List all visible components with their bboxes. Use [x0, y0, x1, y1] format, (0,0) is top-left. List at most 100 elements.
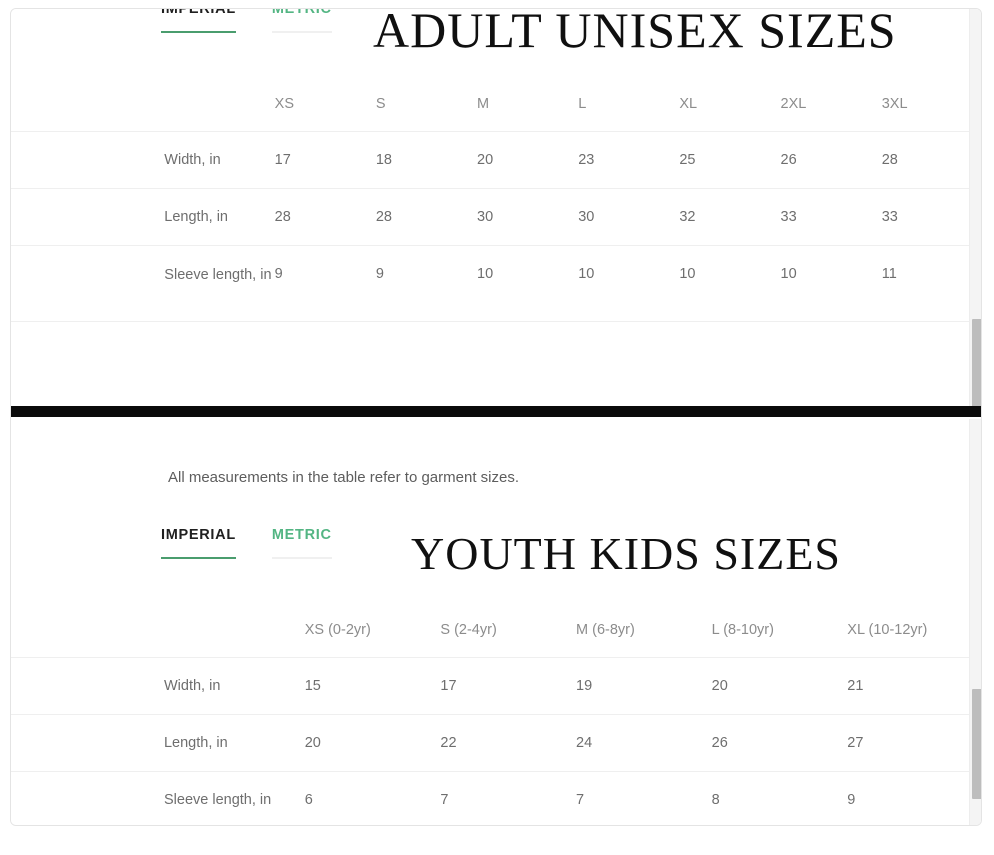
table-row: Sleeve length, in 9 9 10 10 10 10 11 [11, 245, 981, 322]
adult-chart-header: IMPERIAL METRIC ADULT UNISEX SIZES [11, 9, 981, 58]
adult-cell-1-0: 28 [274, 188, 376, 246]
youth-panel-scroll-content: All measurements in the table refer to g… [11, 419, 981, 825]
adult-size-table: XS S M L XL 2XL 3XL Width, in 17 18 [11, 77, 981, 322]
adult-cell-0-1: 18 [375, 131, 478, 189]
youth-cell-2-2: 7 [576, 771, 712, 825]
youth-table-body: Width, in 15 17 19 20 21 Length, in 20 2… [11, 657, 981, 825]
adult-col-head-3: L [578, 77, 680, 132]
youth-row2-spacer [11, 771, 164, 825]
adult-cell-2-4: 10 [679, 245, 781, 322]
youth-col-head-2: M (6-8yr) [576, 603, 712, 658]
adult-header-row: XS S M L XL 2XL 3XL [11, 77, 981, 132]
tab-imperial-youth[interactable]: IMPERIAL [161, 517, 236, 559]
tab-metric-youth[interactable]: METRIC [271, 517, 332, 559]
adult-cell-2-0: 9 [274, 245, 376, 322]
adult-cell-1-4: 32 [679, 188, 781, 246]
adult-cell-2-3: 10 [578, 245, 680, 322]
adult-cell-0-3: 23 [578, 131, 680, 189]
adult-panel-scroll-thumb[interactable] [972, 319, 981, 407]
youth-cell-0-2: 19 [576, 657, 712, 715]
adult-table-body: Width, in 17 18 20 23 25 26 28 Length, i… [11, 131, 981, 322]
tab-metric-adult[interactable]: METRIC [271, 9, 332, 33]
section-divider-rule [11, 406, 981, 417]
adult-col-head-2: M [477, 77, 579, 132]
adult-cell-2-1: 9 [375, 245, 478, 322]
youth-cell-2-3: 8 [711, 771, 848, 825]
adult-cell-0-4: 25 [679, 131, 781, 189]
adult-unit-tabs: IMPERIAL METRIC [161, 9, 368, 33]
adult-row-label-length: Length, in [164, 188, 275, 246]
youth-cell-2-0: 6 [304, 771, 441, 825]
youth-cell-1-1: 22 [440, 714, 577, 772]
adult-panel-scroll-content: ADULT UNISEX SIZES IMPERIAL METRIC ADULT… [11, 9, 981, 322]
youth-chart-title: YOUTH KIDS SIZES [411, 528, 841, 579]
adult-cell-0-5: 26 [780, 131, 882, 189]
adult-size-chart-panel: ADULT UNISEX SIZES IMPERIAL METRIC ADULT… [11, 9, 981, 407]
youth-cell-2-4: 9 [847, 771, 981, 825]
youth-col-head-4: XL (10-12yr) [847, 603, 981, 658]
table-row: Length, in 20 22 24 26 27 [11, 714, 981, 772]
youth-cell-0-4: 21 [847, 657, 981, 715]
adult-cell-0-6: 28 [881, 131, 981, 189]
adult-cell-2-5: 10 [780, 245, 882, 322]
adult-col-head-6: 3XL [881, 77, 981, 132]
youth-col-head-3: L (8-10yr) [711, 603, 848, 658]
youth-col-head-0: XS (0-2yr) [304, 603, 441, 658]
table-row: Length, in 28 28 30 30 32 33 33 [11, 188, 981, 246]
adult-row2-spacer [11, 245, 165, 322]
tab-metric-adult-label: METRIC [271, 9, 332, 17]
adult-row0-spacer [11, 131, 165, 189]
adult-chart-title: ADULT UNISEX SIZES [373, 9, 897, 58]
youth-panel-scroll-thumb[interactable] [972, 689, 981, 799]
youth-head-corner [163, 603, 305, 658]
measurements-note: All measurements in the table refer to g… [168, 469, 519, 486]
youth-table-head: XS (0-2yr) S (2-4yr) M (6-8yr) L (8-10yr… [11, 603, 981, 658]
adult-table-head: XS S M L XL 2XL 3XL [11, 77, 981, 132]
adult-row-label-width: Width, in [164, 131, 275, 189]
adult-cell-1-6: 33 [881, 188, 981, 246]
youth-row-label-sleeve: Sleeve length, in [163, 771, 305, 825]
youth-size-table: XS (0-2yr) S (2-4yr) M (6-8yr) L (8-10yr… [11, 603, 981, 825]
tab-imperial-adult-label: IMPERIAL [161, 9, 236, 17]
adult-cell-2-6: 11 [881, 245, 981, 322]
tab-metric-youth-label: METRIC [271, 527, 332, 543]
adult-row1-spacer [11, 188, 165, 246]
adult-cell-1-3: 30 [578, 188, 680, 246]
adult-col-head-4: XL [679, 77, 781, 132]
youth-cell-0-1: 17 [440, 657, 577, 715]
adult-cell-0-2: 20 [477, 131, 579, 189]
youth-row0-spacer [11, 657, 164, 715]
adult-cell-1-5: 33 [780, 188, 882, 246]
tab-imperial-adult[interactable]: IMPERIAL [161, 9, 236, 33]
youth-cell-1-4: 27 [847, 714, 981, 772]
youth-cell-1-2: 24 [576, 714, 712, 772]
table-row: Width, in 17 18 20 23 25 26 28 [11, 131, 981, 189]
adult-panel-scrollbar[interactable] [969, 9, 981, 407]
table-row: Width, in 15 17 19 20 21 [11, 657, 981, 715]
youth-row-label-width: Width, in [163, 657, 305, 715]
youth-cell-0-3: 20 [711, 657, 848, 715]
youth-header-row: XS (0-2yr) S (2-4yr) M (6-8yr) L (8-10yr… [11, 603, 981, 658]
youth-cell-1-3: 26 [711, 714, 848, 772]
youth-cell-2-1: 7 [440, 771, 577, 825]
adult-cell-0-0: 17 [274, 131, 376, 189]
table-row: Sleeve length, in 6 7 7 8 9 [11, 771, 981, 825]
adult-head-spacer [11, 77, 165, 132]
youth-cell-0-0: 15 [304, 657, 441, 715]
adult-row-label-sleeve: Sleeve length, in [164, 245, 275, 322]
youth-cell-1-0: 20 [304, 714, 441, 772]
youth-chart-header: IMPERIAL METRIC YOUTH KIDS SIZES [11, 517, 981, 581]
adult-cell-1-1: 28 [375, 188, 478, 246]
youth-unit-tabs: IMPERIAL METRIC [161, 517, 368, 559]
youth-size-chart-panel: All measurements in the table refer to g… [11, 419, 981, 825]
youth-col-head-1: S (2-4yr) [440, 603, 577, 658]
youth-panel-scrollbar[interactable] [969, 419, 981, 825]
youth-row-label-length: Length, in [163, 714, 305, 772]
tab-imperial-youth-label: IMPERIAL [161, 527, 236, 543]
adult-col-head-1: S [375, 77, 478, 132]
adult-col-head-5: 2XL [780, 77, 882, 132]
youth-head-spacer [11, 603, 164, 658]
youth-row1-spacer [11, 714, 164, 772]
adult-cell-2-2: 10 [477, 245, 579, 322]
adult-head-corner [164, 77, 275, 132]
